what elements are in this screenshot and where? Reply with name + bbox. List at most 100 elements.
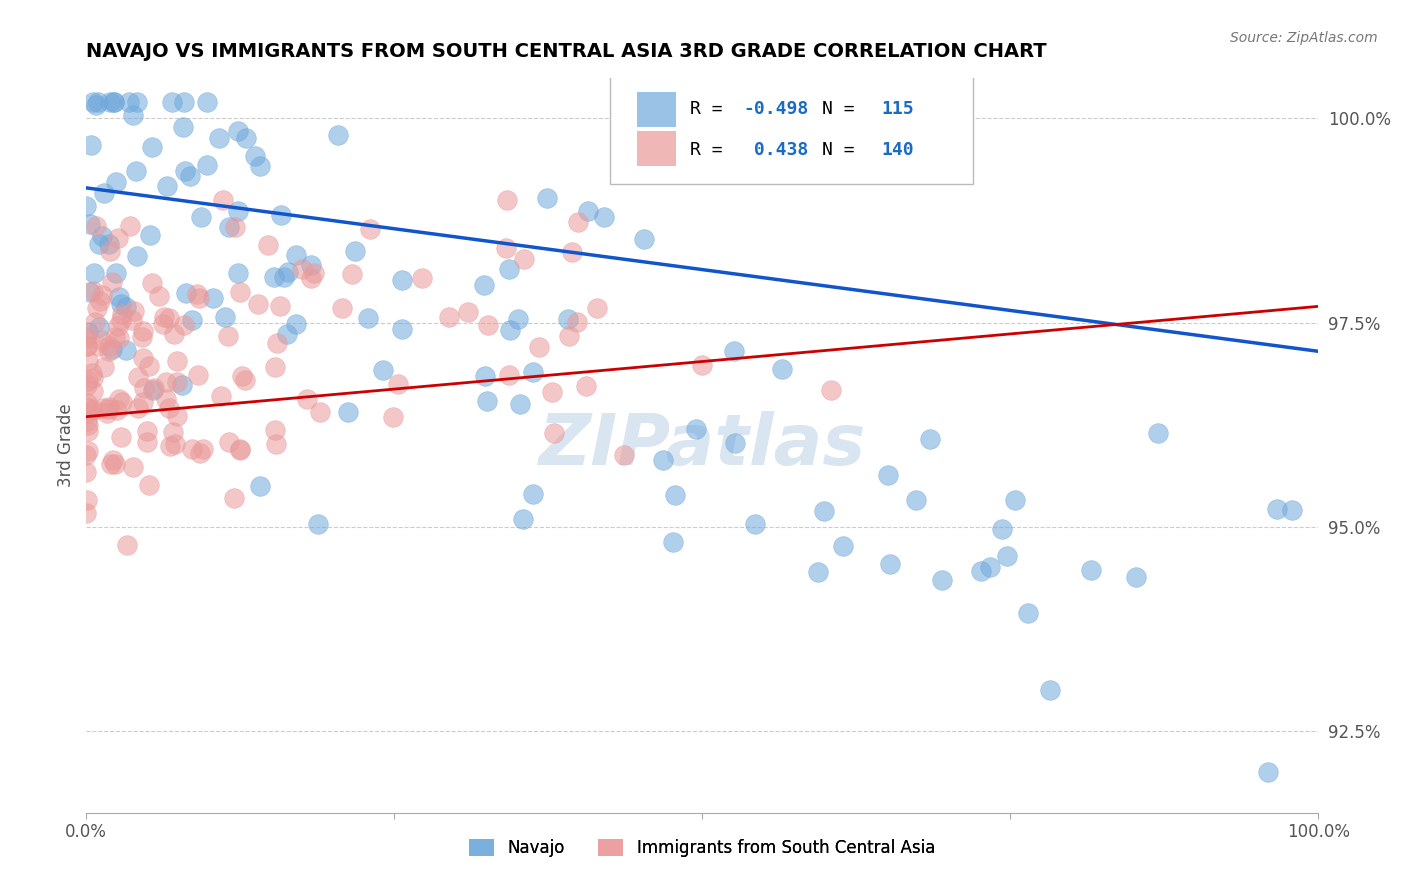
- Point: [141, 277, 163, 291]
- Point: [214, 310, 236, 325]
- Point: [343, 244, 366, 258]
- Point: [1080, 563, 1102, 577]
- Point: [276, 326, 298, 341]
- Point: [139, 227, 162, 242]
- Point: [98, 95, 121, 109]
- Point: [498, 368, 520, 383]
- Point: [371, 363, 394, 377]
- Point: [107, 318, 129, 333]
- Point: [1257, 765, 1279, 780]
- Point: [97, 401, 120, 416]
- Point: [744, 517, 766, 532]
- Point: [770, 362, 793, 376]
- Point: [256, 237, 278, 252]
- Legend: Navajo, Immigrants from South Central Asia: Navajo, Immigrants from South Central As…: [463, 832, 942, 863]
- Point: [162, 425, 184, 440]
- Point: [188, 446, 211, 460]
- Point: [98, 400, 121, 414]
- Text: NAVAJO VS IMMIGRANTS FROM SOUTH CENTRAL ASIA 3RD GRADE CORRELATION CHART: NAVAJO VS IMMIGRANTS FROM SOUTH CENTRAL …: [86, 42, 1047, 61]
- Point: [472, 278, 495, 293]
- Point: [264, 359, 287, 374]
- Point: [155, 392, 177, 407]
- Point: [302, 265, 325, 279]
- Point: [391, 322, 413, 336]
- Point: [135, 435, 157, 450]
- Point: [91, 228, 114, 243]
- Point: [118, 95, 141, 109]
- Point: [1039, 683, 1062, 698]
- Point: [270, 208, 292, 222]
- Point: [76, 339, 98, 353]
- Point: [170, 377, 193, 392]
- Point: [84, 315, 107, 329]
- Point: [125, 95, 148, 109]
- Text: R =: R =: [690, 100, 734, 119]
- Text: 115: 115: [882, 100, 914, 119]
- Point: [91, 401, 114, 415]
- Point: [82, 371, 104, 385]
- Text: N =: N =: [821, 142, 865, 160]
- FancyBboxPatch shape: [610, 70, 973, 185]
- Point: [527, 341, 550, 355]
- Point: [76, 339, 98, 353]
- Point: [121, 313, 143, 327]
- Point: [228, 443, 250, 458]
- Point: [138, 359, 160, 373]
- Point: [84, 97, 107, 112]
- Point: [813, 503, 835, 517]
- Point: [228, 442, 250, 456]
- Point: [93, 186, 115, 200]
- Point: [141, 140, 163, 154]
- Point: [142, 383, 165, 397]
- Point: [75, 199, 97, 213]
- Point: [80, 403, 103, 417]
- Point: [107, 331, 129, 345]
- Point: [165, 437, 187, 451]
- Point: [76, 377, 98, 392]
- Text: 140: 140: [882, 142, 914, 160]
- Point: [264, 423, 287, 437]
- Point: [330, 301, 353, 315]
- Point: [235, 130, 257, 145]
- Point: [111, 395, 134, 409]
- Point: [541, 384, 564, 399]
- Point: [411, 271, 433, 285]
- Point: [132, 324, 155, 338]
- Point: [173, 164, 195, 178]
- Point: [832, 539, 855, 553]
- Point: [75, 506, 97, 520]
- Point: [970, 564, 993, 578]
- Point: [181, 313, 204, 327]
- Point: [122, 303, 145, 318]
- Point: [197, 95, 219, 109]
- Point: [543, 426, 565, 441]
- Point: [136, 424, 159, 438]
- Point: [807, 565, 830, 579]
- Point: [152, 317, 174, 331]
- Point: [75, 330, 97, 344]
- Point: [103, 95, 125, 109]
- Point: [76, 448, 98, 462]
- Point: [1281, 503, 1303, 517]
- Point: [127, 401, 149, 416]
- Point: [143, 381, 166, 395]
- Point: [100, 275, 122, 289]
- Point: [457, 305, 479, 319]
- Point: [115, 343, 138, 357]
- Point: [991, 522, 1014, 536]
- Point: [243, 149, 266, 163]
- Point: [87, 339, 110, 353]
- Point: [499, 323, 522, 337]
- Point: [391, 273, 413, 287]
- Point: [218, 434, 240, 449]
- Point: [247, 297, 270, 311]
- Point: [226, 267, 249, 281]
- Point: [387, 376, 409, 391]
- Point: [166, 409, 188, 424]
- FancyBboxPatch shape: [637, 130, 676, 166]
- Point: [690, 358, 713, 372]
- Point: [1017, 606, 1039, 620]
- Point: [249, 479, 271, 493]
- Point: [76, 444, 98, 458]
- Point: [633, 232, 655, 246]
